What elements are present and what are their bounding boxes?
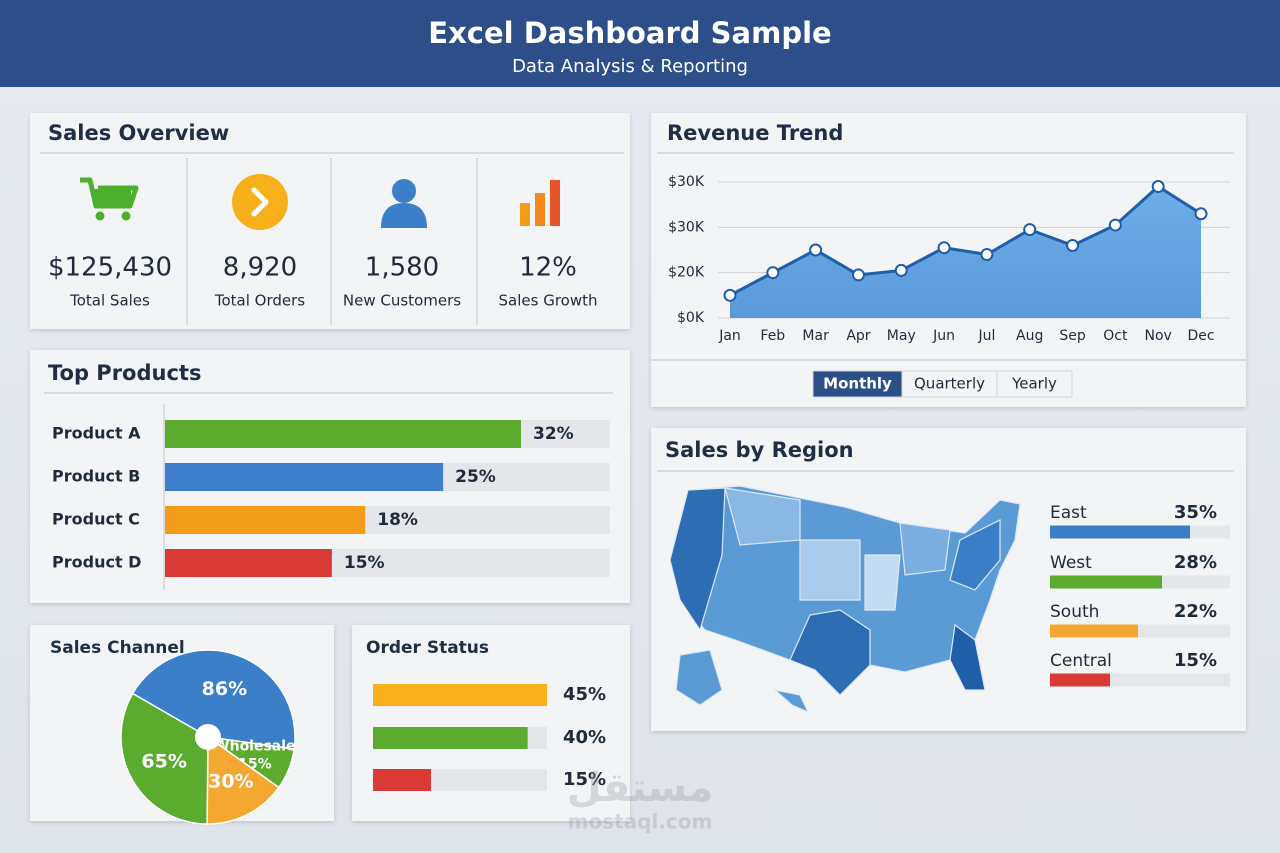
tab[interactable] xyxy=(901,370,998,398)
bar xyxy=(165,420,521,448)
marker xyxy=(980,248,994,262)
value-label: 25% xyxy=(455,467,496,487)
marker xyxy=(1108,218,1122,232)
x-tick-label: Jan xyxy=(718,328,741,344)
y-tick-label: $20K xyxy=(668,265,705,281)
panel-title: Sales Channel xyxy=(50,638,185,658)
x-tick-label: Dec xyxy=(1187,328,1214,344)
tab-label[interactable]: Yearly xyxy=(1011,375,1057,393)
tab[interactable] xyxy=(812,370,903,398)
marker xyxy=(851,268,865,282)
customer-icon xyxy=(381,179,427,228)
marker xyxy=(1023,223,1037,237)
y-tick-label: $30K xyxy=(668,219,705,235)
x-tick-label: Mar xyxy=(802,328,829,344)
slice-value: 65% xyxy=(141,750,186,772)
cart-icon xyxy=(80,177,139,221)
kpi-label: Sales Growth xyxy=(499,292,598,310)
x-tick-label: Jun xyxy=(932,328,955,344)
value-label: 45% xyxy=(563,684,606,705)
bar xyxy=(165,506,366,534)
pie-slice xyxy=(131,649,296,750)
line xyxy=(729,185,1202,297)
x-tick-label: Feb xyxy=(760,328,785,344)
us-map xyxy=(669,485,1021,714)
bar xyxy=(373,727,528,749)
orders-icon xyxy=(232,174,288,230)
kpi-value: $125,430 xyxy=(48,253,172,283)
x-tick-label: Jul xyxy=(977,328,995,344)
marker xyxy=(723,288,737,302)
marker xyxy=(937,241,951,255)
bar xyxy=(165,463,444,491)
x-tick-label: Sep xyxy=(1059,328,1086,344)
bar xyxy=(165,549,332,577)
tab[interactable] xyxy=(996,370,1073,398)
bar xyxy=(1050,575,1162,589)
page-title: Excel Dashboard Sample xyxy=(428,16,831,50)
bar xyxy=(1050,624,1138,638)
kpi-label: Total Orders xyxy=(214,292,305,310)
panel-title: Revenue Trend xyxy=(667,121,843,145)
panel-title: Top Products xyxy=(48,361,201,385)
x-tick-label: Aug xyxy=(1016,328,1043,344)
panel-title: Sales Overview xyxy=(48,121,229,145)
pie-hole xyxy=(195,724,221,750)
x-tick-label: Nov xyxy=(1145,328,1172,344)
bar-label: West xyxy=(1050,553,1092,573)
x-tick-label: Oct xyxy=(1103,328,1128,344)
kpi-value: 1,580 xyxy=(365,253,439,283)
pie-slice xyxy=(120,692,209,825)
slice-value: 86% xyxy=(202,678,247,700)
value-label: 32% xyxy=(533,424,574,444)
value-label: 22% xyxy=(1174,601,1217,622)
bar xyxy=(1050,525,1190,539)
value-label: 28% xyxy=(1174,552,1217,573)
panel-title: Order Status xyxy=(366,638,489,658)
bar xyxy=(373,684,547,706)
x-tick-label: Apr xyxy=(846,328,870,344)
watermark: مستقل xyxy=(567,765,713,811)
growth-icon xyxy=(520,180,560,226)
bar-label: Central xyxy=(1050,651,1112,671)
bar-label: Product B xyxy=(52,467,140,486)
x-tick-label: May xyxy=(887,328,916,344)
value-label: 18% xyxy=(377,510,418,530)
marker xyxy=(894,263,908,277)
kpi-label: Total Sales xyxy=(69,292,150,310)
bar-label: South xyxy=(1050,602,1099,622)
header-bar xyxy=(0,0,1280,87)
marker xyxy=(809,243,823,257)
value-label: 15% xyxy=(1174,650,1217,671)
bar xyxy=(373,769,431,791)
y-tick-label: $0K xyxy=(677,310,705,326)
bar-label: Product A xyxy=(52,424,141,443)
value-label: 35% xyxy=(1174,502,1217,523)
kpi-value: 12% xyxy=(519,253,577,283)
slice-value: 30% xyxy=(208,770,253,792)
value-label: 15% xyxy=(563,769,606,790)
value-label: 15% xyxy=(344,553,385,573)
page-subtitle: Data Analysis & Reporting xyxy=(512,56,748,77)
bar-label: Product D xyxy=(52,553,141,572)
watermark: mostaql.com xyxy=(568,810,713,834)
tab-label[interactable]: Monthly xyxy=(823,375,892,393)
pie-slice xyxy=(206,735,280,825)
value-label: 40% xyxy=(563,727,606,748)
bar-label: Product C xyxy=(52,510,140,529)
bar-label: East xyxy=(1050,503,1087,523)
kpi-label: New Customers xyxy=(343,292,461,310)
bar xyxy=(1050,673,1110,687)
marker xyxy=(766,266,780,280)
marker xyxy=(1151,180,1165,194)
marker xyxy=(1066,238,1080,252)
slice-label: Wholesale xyxy=(214,739,295,755)
tab-label[interactable]: Quarterly xyxy=(914,375,985,393)
marker xyxy=(1194,207,1208,221)
y-tick-label: $30K xyxy=(668,174,705,190)
panel-title: Sales by Region xyxy=(665,438,854,462)
kpi-value: 8,920 xyxy=(223,253,297,283)
